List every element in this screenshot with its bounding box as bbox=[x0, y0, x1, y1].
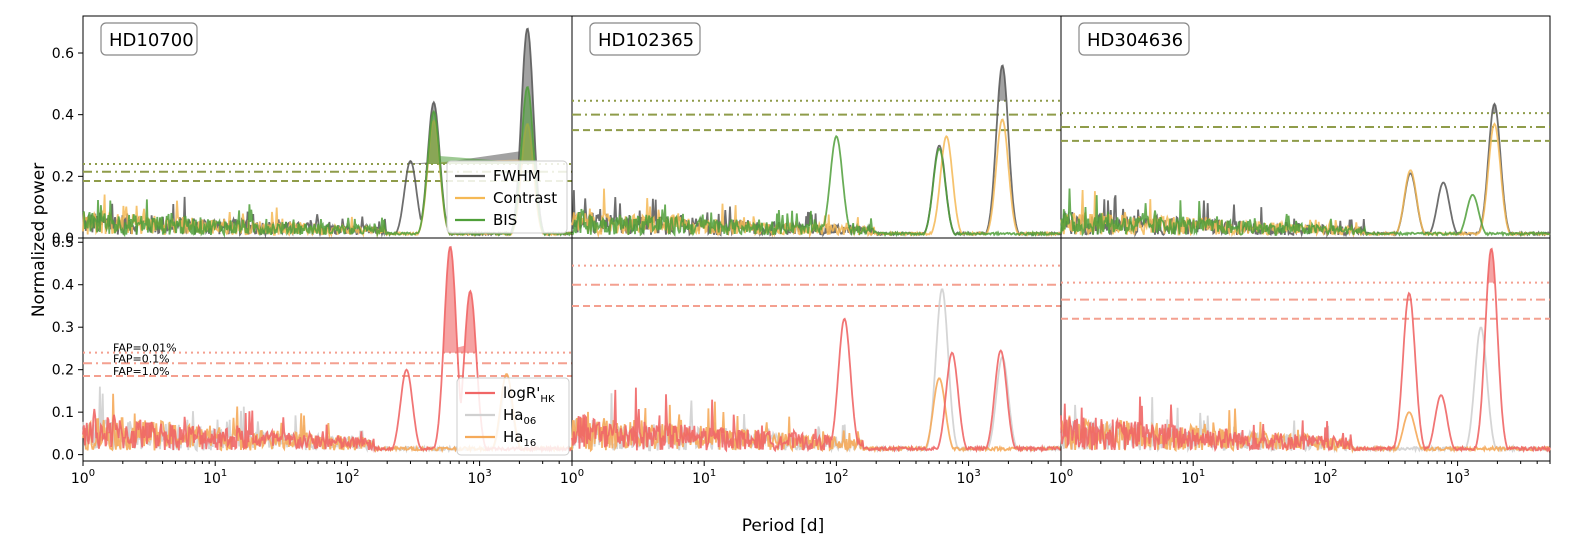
panel-title: HD10700 bbox=[109, 30, 194, 51]
x-tick-label: 101 bbox=[692, 468, 716, 487]
x-tick-label: 101 bbox=[203, 468, 227, 487]
x-tick-exponent: 2 bbox=[1331, 468, 1337, 479]
x-tick-exponent: 3 bbox=[485, 468, 491, 479]
panel-title-box: HD10700 bbox=[100, 22, 198, 56]
top-panel-2: HD102365 bbox=[571, 15, 1062, 239]
x-tick-label: 100 bbox=[1049, 468, 1073, 487]
legend-label: Contrast bbox=[493, 189, 557, 207]
panel-title-box: HD102365 bbox=[589, 22, 701, 56]
x-tick-exponent: 2 bbox=[842, 468, 848, 479]
significant-area bbox=[1487, 249, 1495, 283]
y-tick-label: 0.4 bbox=[52, 278, 74, 294]
series-line bbox=[571, 317, 1062, 453]
legend-subscript: HK bbox=[540, 394, 555, 405]
x-tick-label: 102 bbox=[1313, 468, 1337, 487]
x-tick-exponent: 2 bbox=[353, 468, 359, 479]
series-line bbox=[1060, 122, 1551, 238]
x-tick-exponent: 1 bbox=[1199, 468, 1205, 479]
top-panel-1: HD10700 bbox=[82, 15, 573, 239]
series-line bbox=[1060, 247, 1551, 453]
y-tick-label: 0.4 bbox=[52, 108, 74, 124]
bottom-panel-2 bbox=[571, 237, 1062, 462]
x-tick-label: 100 bbox=[560, 468, 584, 487]
fap-label: FAP=0.1% bbox=[113, 352, 170, 365]
legend-label: FWHM bbox=[493, 167, 541, 185]
x-tick-label: 102 bbox=[335, 468, 359, 487]
y-tick-label: 0.0 bbox=[52, 448, 74, 464]
x-tick-exponent: 1 bbox=[221, 468, 227, 479]
bottom-panel-3 bbox=[1060, 237, 1551, 462]
y-tick-label: 0.2 bbox=[52, 363, 74, 379]
title-frame bbox=[1078, 22, 1190, 56]
fap-label: FAP=1.0% bbox=[113, 365, 170, 378]
x-tick-label: 100 bbox=[71, 468, 95, 487]
legend: FWHM Contrast BIS bbox=[446, 160, 568, 234]
legend-label: BIS bbox=[493, 211, 517, 229]
legend-subscript: 06 bbox=[523, 416, 536, 427]
fap-label: FAP=0.01% bbox=[113, 342, 177, 355]
panel-title-box: HD304636 bbox=[1078, 22, 1190, 56]
x-tick-exponent: 3 bbox=[974, 468, 980, 479]
x-tick-exponent: 0 bbox=[89, 468, 95, 479]
legend-frame bbox=[446, 160, 568, 234]
x-tick-exponent: 0 bbox=[1067, 468, 1073, 479]
y-tick-label: 0.5 bbox=[52, 235, 74, 251]
significant-area bbox=[428, 87, 535, 164]
legend-frame bbox=[456, 377, 570, 456]
x-tick-label: 103 bbox=[1445, 468, 1469, 487]
panels-layer: HD10700 HD102365 HD304636 FAP=0.01%FAP=0.1%… bbox=[82, 15, 1551, 462]
x-tick-label: 101 bbox=[1181, 468, 1205, 487]
title-frame bbox=[589, 22, 701, 56]
significant-area bbox=[1492, 103, 1497, 114]
bottom-frame bbox=[571, 237, 1062, 462]
panel-title: HD102365 bbox=[598, 30, 694, 51]
x-tick-label: 103 bbox=[956, 468, 980, 487]
y-tick-label: 0.2 bbox=[52, 169, 74, 185]
y-tick-label: 0.0 bbox=[52, 231, 74, 247]
y-tick-label: 0.1 bbox=[52, 405, 74, 421]
x-tick-label: 102 bbox=[824, 468, 848, 487]
significant-area bbox=[443, 247, 477, 353]
y-tick-label: 0.3 bbox=[52, 320, 74, 336]
series-line bbox=[1060, 188, 1551, 238]
x-tick-exponent: 0 bbox=[578, 468, 584, 479]
panel-title: HD304636 bbox=[1087, 30, 1183, 51]
title-frame bbox=[100, 22, 198, 56]
legend-subscript: 16 bbox=[523, 438, 536, 449]
x-tick-exponent: 3 bbox=[1463, 468, 1469, 479]
x-axis-label: Period [d] bbox=[742, 516, 824, 536]
x-tick-label: 103 bbox=[467, 468, 491, 487]
x-tick-exponent: 1 bbox=[710, 468, 716, 479]
series-line bbox=[571, 134, 1062, 238]
top-panel-3: HD304636 bbox=[1060, 15, 1551, 239]
y-axis-label: Normalized power bbox=[29, 163, 49, 317]
significant-area bbox=[998, 65, 1007, 101]
y-tick-label: 0.6 bbox=[52, 46, 74, 62]
